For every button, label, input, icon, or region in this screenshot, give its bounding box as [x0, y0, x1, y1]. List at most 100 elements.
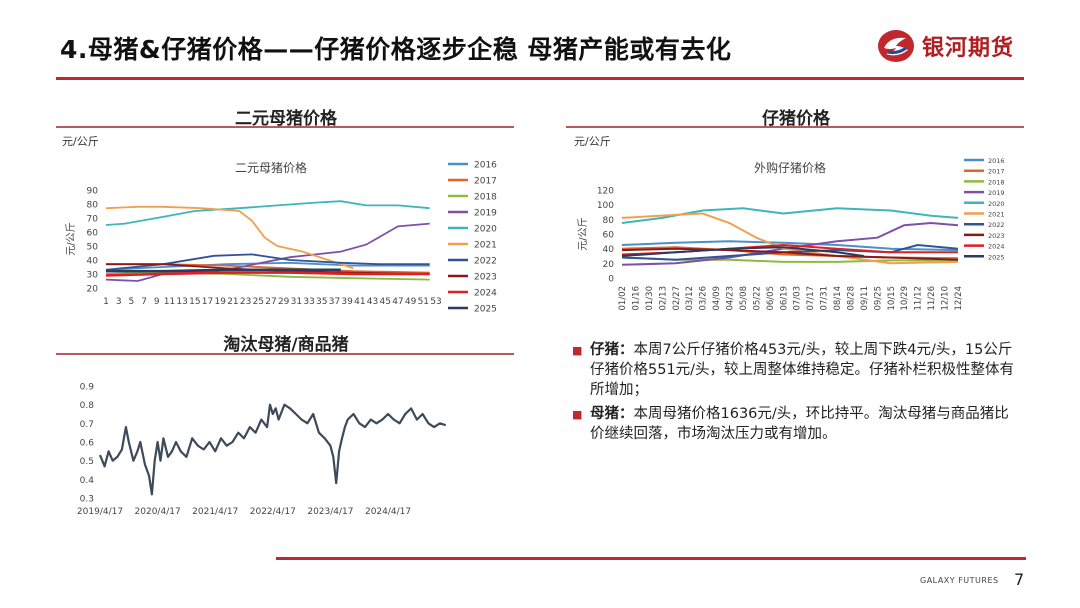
- company-logo: 银河期货: [876, 26, 1014, 66]
- y-tick-label: 0.8: [80, 401, 95, 411]
- x-tick-label: 12/10: [941, 286, 951, 311]
- x-tick-label: 29: [278, 297, 290, 307]
- y-tick-label: 20: [603, 260, 615, 270]
- x-tick-label: 9: [154, 297, 160, 307]
- y-tick-label: 0.4: [80, 476, 95, 486]
- x-tick-label: 10/15: [887, 286, 897, 311]
- y-tick-label: 120: [597, 187, 614, 197]
- y-tick-label: 40: [87, 257, 99, 267]
- x-tick-label: 2020/4/17: [135, 507, 181, 517]
- y-tick-label: 0.6: [80, 439, 95, 449]
- bullet-square-icon: ■: [572, 344, 583, 357]
- series-line-2019: [621, 221, 959, 266]
- series-line-2023: [621, 247, 959, 261]
- x-tick-label: 09/25: [873, 286, 883, 311]
- legend-label-2018: 2018: [988, 178, 1005, 186]
- x-tick-label: 3: [116, 297, 122, 307]
- piglet-price-section-rule: [566, 126, 1024, 128]
- legend-label-2023: 2023: [474, 273, 497, 283]
- x-tick-label: 11/26: [927, 286, 937, 311]
- x-tick-label: 53: [430, 297, 441, 307]
- x-tick-label: 07/31: [820, 286, 830, 311]
- page-number: 7: [1014, 570, 1025, 589]
- page-title: 4.母猪&仔猪价格——仔猪价格逐步企稳 母猪产能或有去化: [60, 35, 732, 64]
- x-tick-label: 27: [265, 297, 276, 307]
- legend-label-2024: 2024: [474, 289, 497, 299]
- footer-rule: [276, 557, 1026, 560]
- y-tick-label: 0.7: [80, 420, 94, 430]
- y-tick-label: 30: [87, 271, 99, 281]
- x-tick-label: 10/29: [900, 286, 910, 311]
- x-tick-label: 06/05: [766, 286, 776, 311]
- chart-title: 外购仔猪价格: [754, 160, 826, 175]
- bullet-head: 仔猪：: [590, 342, 634, 358]
- y-axis-label: 元/公斤: [65, 222, 77, 255]
- x-tick-label: 2021/4/17: [192, 507, 238, 517]
- y-tick-label: 60: [603, 231, 615, 241]
- x-tick-label: 05/22: [752, 286, 762, 311]
- logo-text: 银河期货: [922, 36, 1015, 61]
- chart-title: 二元母猪价格: [235, 160, 307, 175]
- x-tick-label: 37: [329, 297, 340, 307]
- cull-ratio-chart: 0.9 0.8 0.7 0.6 0.5 0.4 0.3 2019/4/17 2020/4/17 2…: [77, 383, 447, 517]
- piglet-price-unit: 元/公斤: [574, 135, 611, 148]
- x-tick-label: 11/12: [914, 286, 924, 311]
- x-tick-label: 03/26: [699, 286, 709, 311]
- x-tick-label: 5: [129, 297, 135, 307]
- header-rule: [56, 77, 1024, 80]
- y-tick-label: 0.3: [80, 495, 94, 505]
- x-tick-label: 07/03: [793, 286, 803, 311]
- series-line-2025: [621, 246, 865, 257]
- x-tick-label: 15: [189, 297, 200, 307]
- x-tick-label: 02/13: [658, 286, 668, 311]
- series-line-2016: [621, 240, 959, 252]
- x-tick-label: 05/08: [739, 286, 749, 311]
- legend-label-2022: 2022: [474, 257, 497, 267]
- x-tick-label: 01/16: [631, 286, 641, 311]
- x-tick-label: 25: [253, 297, 264, 307]
- legend-label-2019: 2019: [988, 189, 1005, 197]
- x-tick-label: 7: [141, 297, 147, 307]
- x-tick-label: 12/24: [954, 286, 964, 311]
- series-line-2024: [105, 271, 430, 277]
- x-tick-label: 21: [227, 297, 238, 307]
- x-tick-label: 19: [215, 297, 227, 307]
- sow-price-section-rule: [56, 126, 514, 128]
- bullet-square-icon: ■: [572, 408, 583, 421]
- bullet-piglet: ■ 仔猪：本周7公斤仔猪价格453元/头，较上周下跌4元/头，15公斤仔猪价格5…: [572, 340, 1022, 400]
- x-tick-label: 39: [341, 297, 353, 307]
- sow-price-unit: 元/公斤: [62, 135, 99, 148]
- legend-label-2017: 2017: [988, 168, 1005, 176]
- x-tick-label: 02/27: [672, 286, 682, 311]
- y-tick-label: 50: [87, 243, 99, 253]
- legend-label-2024: 2024: [988, 243, 1005, 251]
- cull-ratio-section-rule: [56, 353, 514, 355]
- series-line-2022: [621, 243, 959, 261]
- legend-label-2021: 2021: [988, 211, 1005, 219]
- y-tick-label: 70: [87, 215, 99, 225]
- legend-label-2016: 2016: [474, 161, 497, 171]
- series-line-2025: [106, 268, 341, 273]
- x-tick-label: 2023/4/17: [307, 507, 353, 517]
- x-tick-label: 2019/4/17: [77, 507, 123, 517]
- x-tick-label: 49: [405, 297, 417, 307]
- x-tick-label: 45: [380, 297, 391, 307]
- bullet-head: 母猪：: [590, 406, 634, 422]
- x-tick-label: 01/30: [645, 286, 655, 311]
- x-tick-label: 33: [303, 297, 314, 307]
- y-tick-label: 80: [87, 201, 99, 211]
- legend-label-2020: 2020: [474, 225, 497, 235]
- x-tick-label: 41: [354, 297, 365, 307]
- piglet-price-section-title: 仔猪价格: [762, 109, 830, 129]
- y-tick-label: 40: [603, 245, 615, 255]
- x-tick-label: 08/28: [846, 286, 856, 311]
- series-line-2018: [105, 271, 430, 281]
- x-tick-label: 2022/4/17: [250, 507, 296, 517]
- bullet-sow: ■ 母猪：本周母猪价格1636元/头，环比持平。淘汰母猪与商品猪比价继续回落，市…: [572, 404, 1022, 444]
- x-tick-label: 08/14: [833, 286, 843, 311]
- commentary: ■ 仔猪：本周7公斤仔猪价格453元/头，较上周下跌4元/头，15公斤仔猪价格5…: [572, 340, 1022, 448]
- x-tick-label: 35: [316, 297, 327, 307]
- x-tick-label: 04/23: [726, 286, 736, 311]
